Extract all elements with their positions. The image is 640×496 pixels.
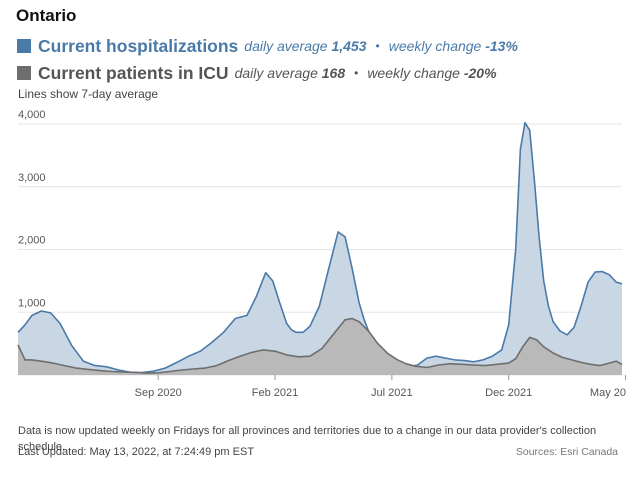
chart-title: Ontario <box>16 6 77 25</box>
hospitalizations-avg-label: daily average <box>244 38 328 54</box>
x-tick-label: Sep 2020 <box>135 387 182 399</box>
hospitalizations-change-label: weekly change <box>388 38 482 54</box>
icu-line <box>17 317 623 374</box>
icu-change-label: weekly change <box>367 65 460 81</box>
icu-area <box>18 318 622 375</box>
hospitalizations-change: weekly change -13% <box>389 38 518 54</box>
data-source: Sources: Esri Canada <box>515 446 618 458</box>
icu-swatch <box>17 66 31 80</box>
legend-icu: Current patients in ICU daily average 16… <box>17 62 497 84</box>
legend-separator: • <box>354 66 359 80</box>
icu-avg-label: daily average <box>234 65 318 81</box>
x-tick-label: Dec 2021 <box>485 387 532 399</box>
hospitalizations-swatch <box>17 39 31 53</box>
hospitalizations-label: Current hospitalizations <box>38 35 239 56</box>
x-tick-label: Jul 2021 <box>371 387 413 399</box>
chart-subtitle: Lines show 7-day average <box>18 87 159 101</box>
icu-avg-value: 168 <box>321 65 346 81</box>
x-tick-label: May 20 <box>590 387 626 399</box>
y-tick-label: 1,000 <box>18 297 46 309</box>
hospitalizations-area <box>18 122 622 375</box>
hospitalizations-avg: daily average 1,453 <box>244 38 366 54</box>
icu-avg: daily average 168 <box>235 65 346 81</box>
x-tick-label: Feb 2021 <box>252 387 298 399</box>
icu-change: weekly change -20% <box>367 65 496 81</box>
hospitalizations-avg-value: 1,453 <box>331 38 367 54</box>
y-tick-label: 3,000 <box>18 172 46 184</box>
last-updated: Last Updated: May 13, 2022, at 7:24:49 p… <box>18 446 255 458</box>
legend-separator: • <box>375 39 380 53</box>
legend-hospitalizations: Current hospitalizations daily average 1… <box>17 35 518 57</box>
y-tick-label: 4,000 <box>18 109 46 121</box>
hospitalizations-change-value: -13% <box>485 38 518 54</box>
icu-change-value: -20% <box>463 65 497 81</box>
y-tick-label: 2,000 <box>18 235 46 247</box>
data-update-note: Data is now updated weekly on Fridays fo… <box>18 425 597 453</box>
icu-label: Current patients in ICU <box>38 62 229 83</box>
